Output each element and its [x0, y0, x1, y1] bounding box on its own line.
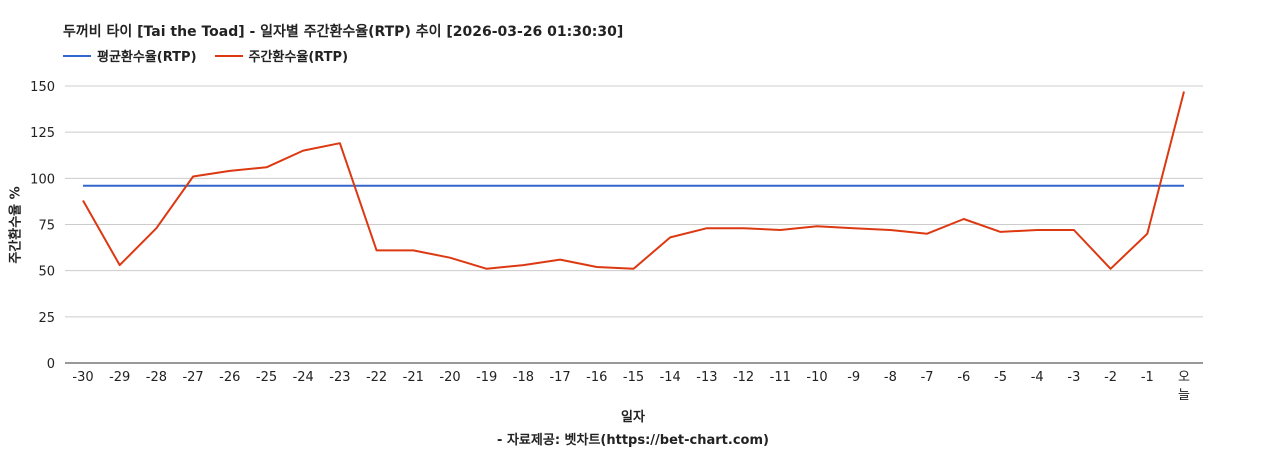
- x-tick-label: -19: [476, 370, 497, 385]
- x-tick-label: -11: [770, 370, 791, 385]
- x-tick-label: -14: [660, 370, 681, 385]
- y-tick-label: 25: [38, 311, 55, 326]
- legend-swatch-weekly: [214, 54, 243, 57]
- x-tick-label: -13: [696, 370, 717, 385]
- x-tick-label: -12: [733, 370, 754, 385]
- x-tick-label: -9: [847, 370, 860, 385]
- source-note: - 자료제공: 벳차트(https://bet-chart.com): [497, 433, 769, 448]
- y-tick-label: 50: [38, 265, 55, 280]
- x-tick-label: -2: [1104, 370, 1117, 385]
- legend-item-weekly[interactable]: 주간환수율(RTP): [214, 46, 349, 65]
- x-tick-label: -29: [109, 370, 130, 385]
- x-tick-label: -3: [1067, 370, 1080, 385]
- x-tick-label: -25: [256, 370, 277, 385]
- x-tick-label: -4: [1031, 370, 1044, 385]
- x-tick-label: -22: [366, 370, 387, 385]
- x-tick-label: -17: [549, 370, 570, 385]
- x-tick-label: -21: [403, 370, 424, 385]
- x-tick-label: -7: [921, 370, 934, 385]
- y-tick-label: 100: [30, 172, 55, 187]
- legend-label-average: 평균환수율(RTP): [97, 50, 197, 65]
- x-tick-label: -5: [994, 370, 1007, 385]
- series-line-weekly: [82, 91, 1185, 270]
- x-tick-label: -24: [293, 370, 314, 385]
- chart-title: 두꺼비 타이 [Tai the Toad] - 일자별 주간환수율(RTP) 추…: [63, 24, 624, 40]
- x-tick-label: 오: [1178, 370, 1190, 385]
- legend: 평균환수율(RTP) 주간환수율(RTP): [63, 46, 366, 65]
- y-tick-label: 150: [30, 80, 55, 95]
- x-tick-label: -26: [219, 370, 240, 385]
- x-tick-label: -18: [513, 370, 534, 385]
- legend-item-average[interactable]: 평균환수율(RTP): [63, 46, 197, 65]
- y-tick-label: 75: [38, 219, 55, 234]
- x-tick-label: -15: [623, 370, 644, 385]
- x-tick-label: -1: [1141, 370, 1154, 385]
- x-axis-label: 일자: [621, 410, 645, 425]
- x-tick-label: -30: [72, 370, 93, 385]
- x-tick-label: -10: [806, 370, 827, 385]
- legend-label-weekly: 주간환수율(RTP): [248, 50, 349, 65]
- y-tick-label: 0: [47, 357, 55, 372]
- x-tick-label: -8: [884, 370, 897, 385]
- x-tick-label: -27: [182, 370, 203, 385]
- x-tick-label: -6: [957, 370, 970, 385]
- x-tick-label: -23: [329, 370, 350, 385]
- x-tick-label: -16: [586, 370, 607, 385]
- x-tick-label: 늘: [1178, 388, 1190, 403]
- x-tick-label: -20: [439, 370, 460, 385]
- x-tick-label: -28: [146, 370, 167, 385]
- legend-swatch-average: [63, 54, 91, 57]
- y-tick-label: 125: [30, 126, 55, 141]
